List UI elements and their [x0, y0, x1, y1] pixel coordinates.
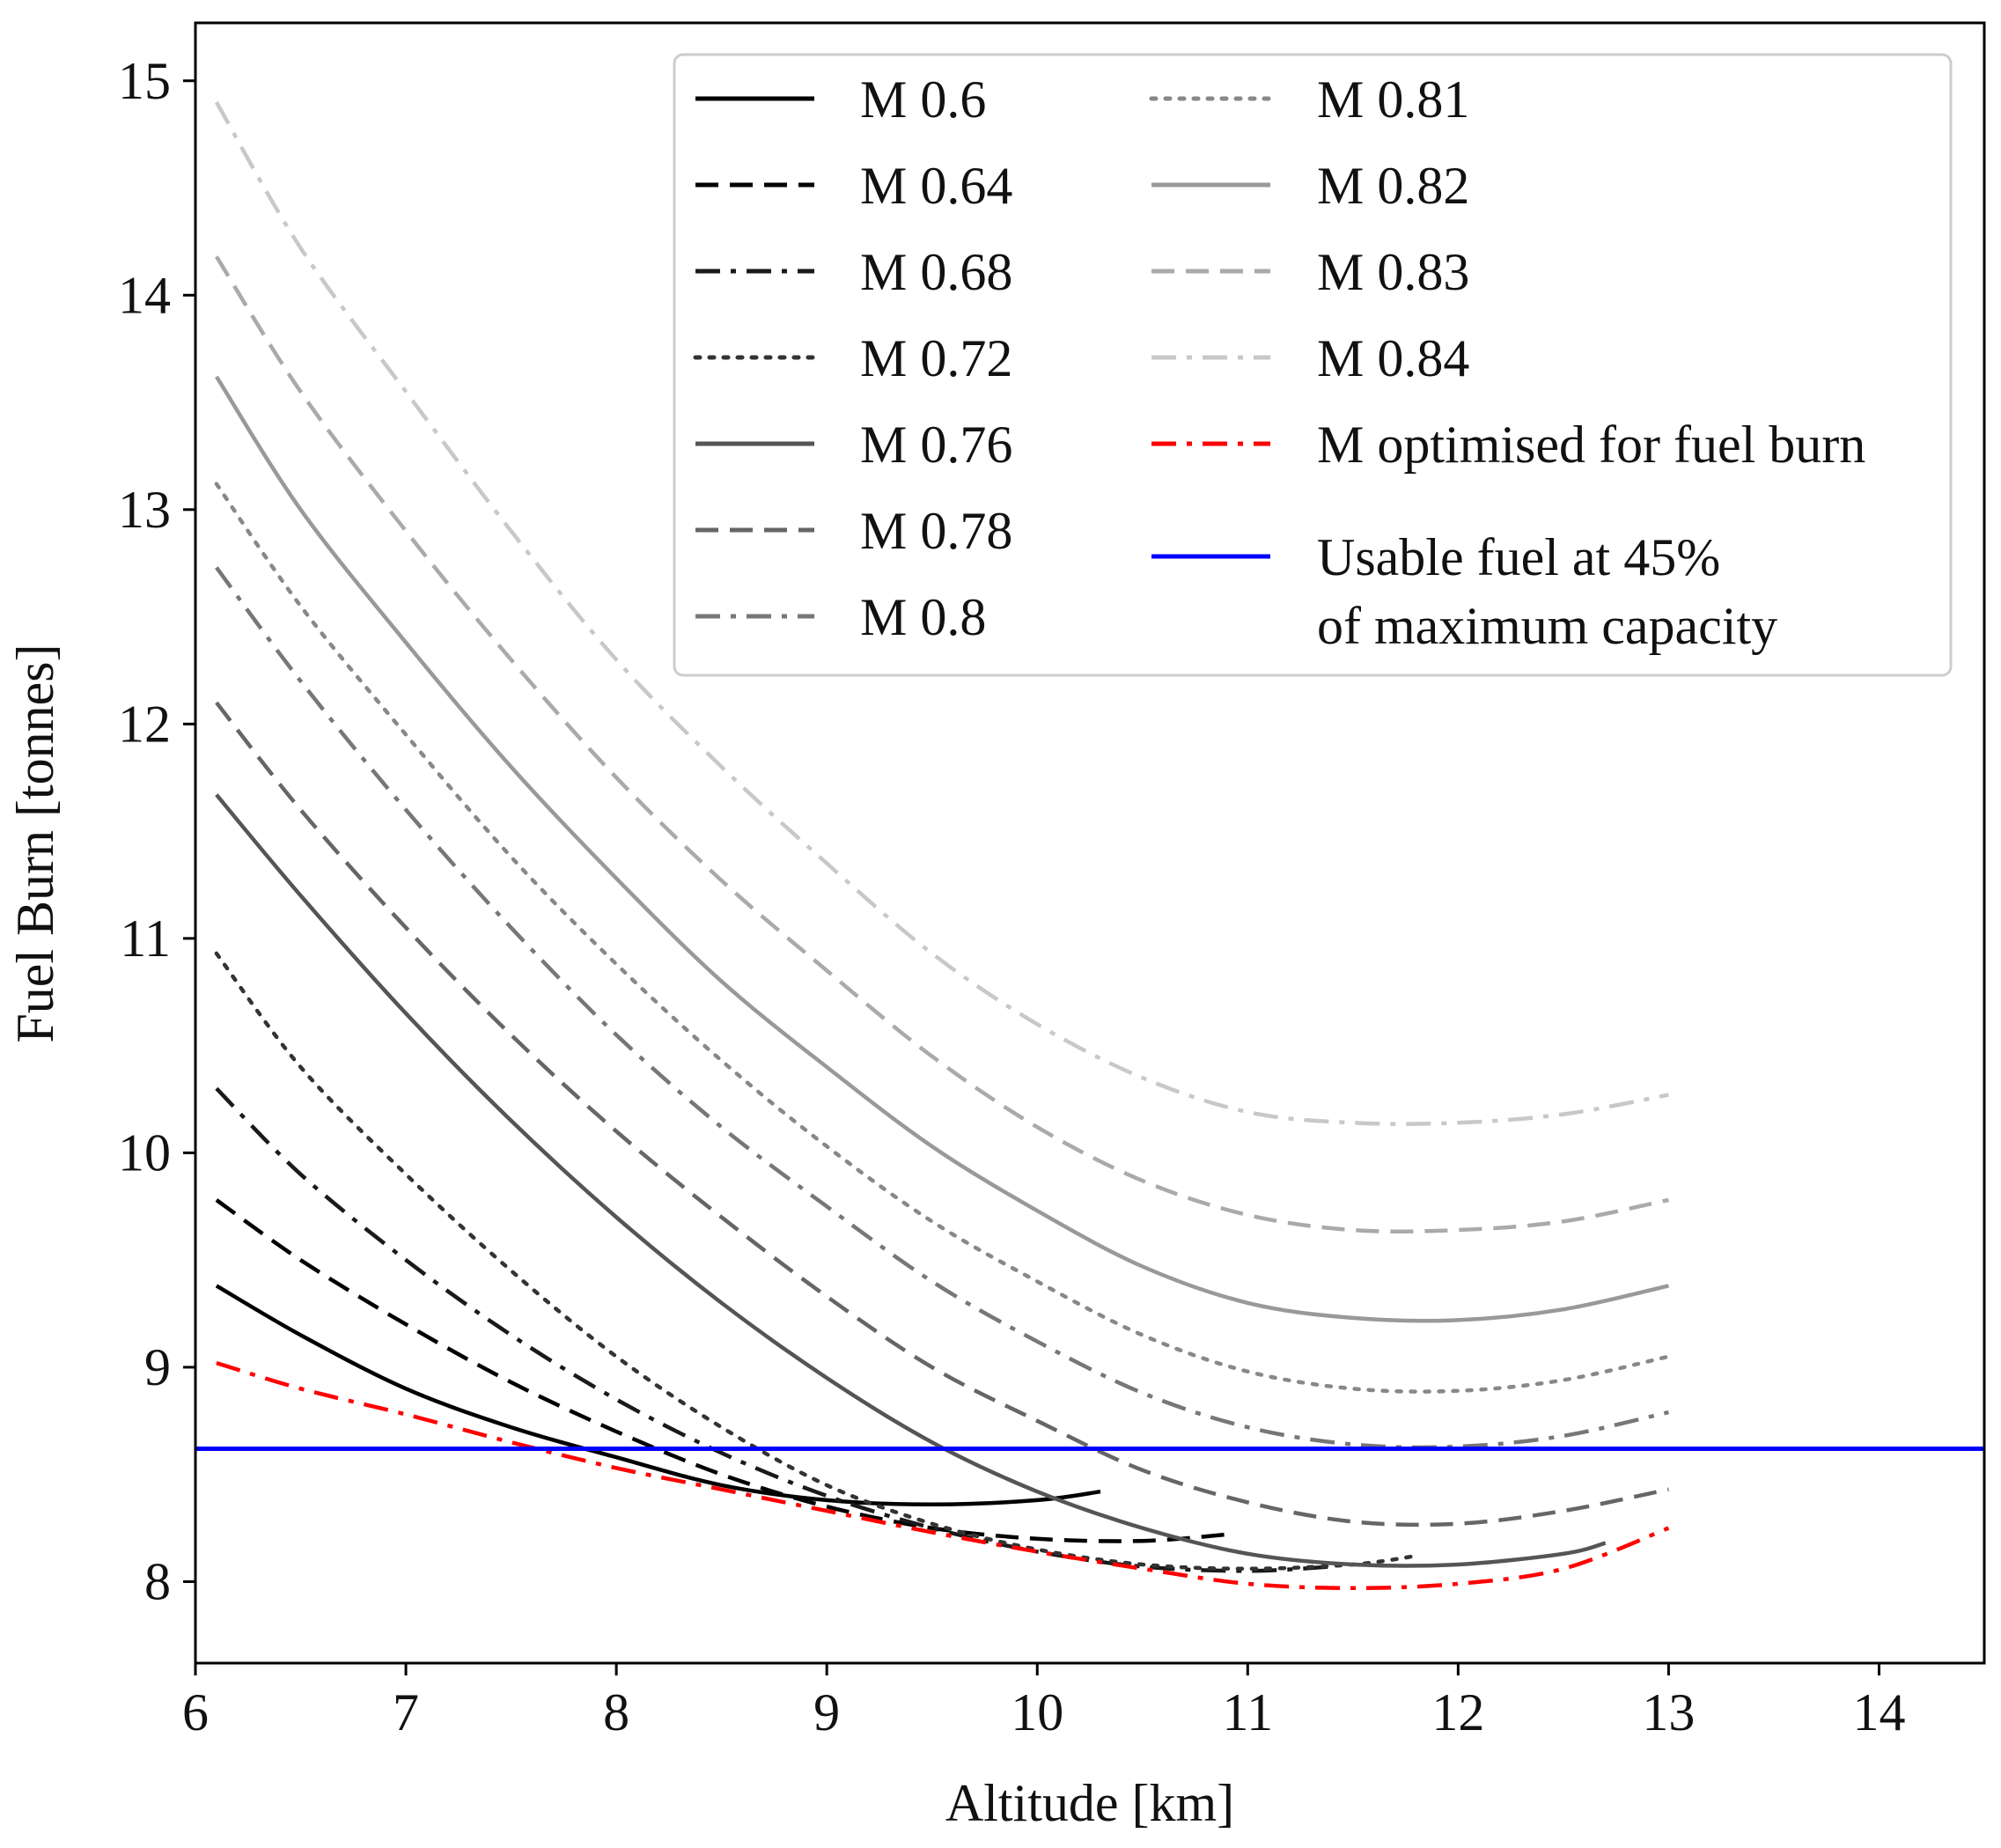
legend-label: M 0.76 — [860, 416, 1012, 474]
x-tick-label: 8 — [603, 1683, 629, 1741]
legend: M 0.6 M 0.64 M 0.68 M 0.72 M 0.76 M 0.78 M 0.8… — [673, 53, 1953, 677]
y-tick-label: 12 — [118, 695, 171, 753]
legend-entry-m-0-8: M 0.8 — [695, 588, 986, 646]
series-line-m-0-81 — [214, 482, 1671, 1394]
legend-label: M 0.8 — [860, 588, 986, 646]
legend-entry-m-optimised-for-fuel-burn: M optimised for fuel burn — [1151, 416, 1865, 474]
legend-entry-m-0-6: M 0.6 — [695, 70, 986, 129]
legend-label: M 0.6 — [860, 70, 986, 129]
legend-entry-m-0-72: M 0.72 — [693, 329, 1012, 387]
series-line-m-0-6 — [215, 1284, 1101, 1507]
legend-box — [673, 53, 1953, 677]
ticks-layer: 6 7 8 9 10 11 12 13 14 8 9 10 11 12 13 14 15 — [118, 52, 1905, 1741]
x-tick-label: 12 — [1431, 1683, 1484, 1741]
y-tick-label: 8 — [144, 1552, 171, 1610]
legend-label: Usable fuel at 45% — [1317, 528, 1720, 586]
series-line-m-optimised-for-fuel-burn — [216, 1360, 1670, 1591]
legend-label: M 0.72 — [860, 329, 1012, 387]
legend-label: M 0.84 — [1317, 329, 1469, 387]
x-tick-label: 7 — [393, 1683, 419, 1741]
legend-entry-m-0-76: M 0.76 — [695, 416, 1012, 474]
legend-label: of maximum capacity — [1317, 597, 1777, 655]
y-tick-label: 13 — [118, 481, 171, 539]
legend-entry-m-0-68: M 0.68 — [695, 243, 1012, 301]
y-tick-label: 14 — [118, 266, 171, 324]
x-tick-label: 13 — [1642, 1683, 1695, 1741]
legend-entry-m-0-84: M 0.84 — [1151, 329, 1469, 387]
legend-entry-m-0-82: M 0.82 — [1151, 157, 1469, 215]
series-line-m-0-84 — [214, 100, 1669, 1126]
y-tick-label: 11 — [120, 909, 171, 968]
series-line-m-0-8 — [215, 566, 1669, 1450]
legend-entry-m-0-83: M 0.83 — [1151, 243, 1469, 301]
series-line-m-0-76 — [215, 793, 1607, 1568]
y-tick-label: 10 — [118, 1123, 171, 1182]
x-tick-label: 6 — [182, 1683, 209, 1741]
legend-label: M 0.78 — [860, 502, 1012, 560]
series-line-m-0-72 — [214, 951, 1418, 1572]
legend-items: M 0.6 M 0.64 M 0.68 M 0.72 M 0.76 M 0.78 M 0.8… — [693, 70, 1865, 655]
series-line-m-0-68 — [215, 1086, 1333, 1573]
y-tick-label: 9 — [144, 1338, 171, 1396]
x-tick-label: 14 — [1852, 1683, 1905, 1741]
x-tick-label: 10 — [1011, 1683, 1063, 1741]
legend-entry-m-0-64: M 0.64 — [695, 157, 1012, 215]
legend-label: M 0.64 — [860, 157, 1012, 215]
series-line-m-0-78 — [215, 701, 1669, 1528]
legend-label: M 0.81 — [1317, 70, 1469, 129]
legend-label: M optimised for fuel burn — [1317, 416, 1865, 474]
legend-entry-m-0-81: M 0.81 — [1149, 70, 1469, 129]
legend-label: M 0.83 — [1317, 243, 1469, 301]
x-axis-label: Altitude [km] — [945, 1774, 1234, 1832]
plot-frame — [194, 21, 1986, 1665]
x-tick-label: 11 — [1222, 1683, 1273, 1741]
series-layer — [195, 100, 1984, 1591]
series-line-m-0-82 — [214, 375, 1669, 1323]
legend-entry-usable-fuel-at-45-of-maximum-capacity: Usable fuel at 45% of maximum capacity — [1151, 528, 1777, 655]
x-tick-label: 9 — [813, 1683, 840, 1741]
series-line-m-0-83 — [214, 255, 1669, 1234]
y-tick-label: 15 — [118, 52, 171, 110]
legend-label: M 0.82 — [1317, 157, 1469, 215]
series-line-m-0-64 — [215, 1198, 1227, 1543]
legend-entry-m-0-78: M 0.78 — [695, 502, 1012, 560]
y-axis-label: Fuel Burn [tonnes] — [6, 644, 64, 1042]
legend-label: M 0.68 — [860, 243, 1012, 301]
